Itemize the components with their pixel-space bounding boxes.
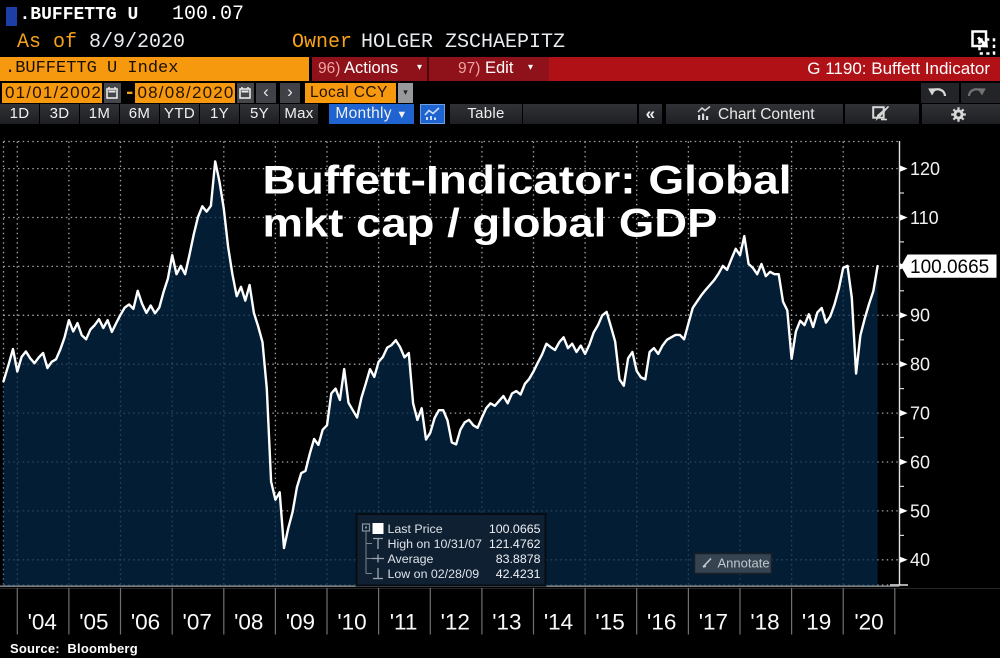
svg-text:'13: '13 [492, 609, 521, 634]
svg-text:60: 60 [910, 452, 930, 472]
svg-text:120: 120 [910, 159, 940, 179]
svg-text:'14: '14 [544, 609, 573, 634]
svg-text:'08: '08 [234, 609, 263, 634]
svg-text:40: 40 [910, 550, 930, 570]
svg-text:80: 80 [910, 355, 930, 375]
svg-text:'10: '10 [337, 609, 366, 634]
svg-text:42.4231: 42.4231 [496, 567, 541, 581]
svg-text:Last Price: Last Price [388, 522, 443, 536]
svg-text:110: 110 [910, 208, 939, 228]
svg-text:121.4762: 121.4762 [489, 537, 541, 551]
svg-text:'06: '06 [131, 609, 160, 634]
svg-text:'17: '17 [699, 609, 728, 634]
svg-text:'05: '05 [79, 609, 108, 634]
svg-text:'18: '18 [750, 609, 779, 634]
svg-text:'11: '11 [390, 609, 418, 634]
svg-text:83.8878: 83.8878 [496, 552, 541, 566]
svg-text:High on 10/31/07: High on 10/31/07 [388, 537, 482, 551]
svg-text:70: 70 [910, 404, 930, 424]
svg-text:100.0665: 100.0665 [910, 257, 989, 278]
svg-text:'12: '12 [441, 609, 470, 634]
svg-text:90: 90 [910, 306, 930, 326]
svg-text:Annotate: Annotate [718, 556, 770, 571]
svg-text:'15: '15 [595, 609, 624, 634]
svg-text:mkt cap / global GDP: mkt cap / global GDP [263, 202, 718, 246]
svg-text:Average: Average [388, 552, 434, 566]
svg-text:50: 50 [910, 501, 930, 521]
svg-text:Buffett-Indicator: Global: Buffett-Indicator: Global [263, 159, 792, 203]
svg-text:'07: '07 [183, 609, 212, 634]
svg-text:100.0665: 100.0665 [489, 522, 541, 536]
svg-text:'19: '19 [802, 609, 831, 634]
svg-text:'16: '16 [647, 609, 676, 634]
svg-text:'09: '09 [286, 609, 315, 634]
svg-text:'04: '04 [28, 609, 57, 634]
svg-text:'20: '20 [854, 609, 883, 634]
svg-text:Low on 02/28/09: Low on 02/28/09 [388, 567, 480, 581]
